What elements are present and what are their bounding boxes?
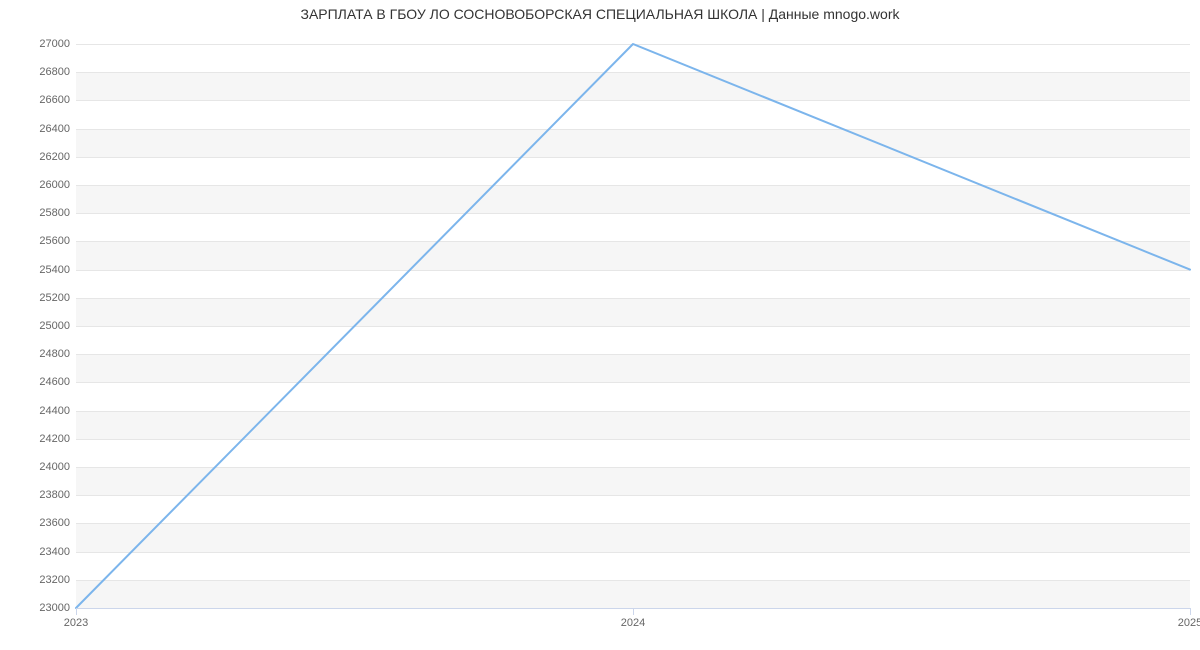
x-tick [633,608,634,615]
series-line [76,44,1190,608]
y-tick-label: 26400 [0,123,70,135]
x-tick-label: 2023 [64,617,88,629]
x-tick [76,608,77,615]
x-tick [1190,608,1191,615]
chart-title: ЗАРПЛАТА В ГБОУ ЛО СОСНОВОБОРСКАЯ СПЕЦИА… [0,6,1200,22]
y-tick-label: 24400 [0,405,70,417]
y-axis: 2300023200234002360023800240002420024400… [0,44,76,608]
y-tick-label: 25800 [0,207,70,219]
plot-area [76,44,1190,608]
y-tick-label: 23600 [0,517,70,529]
y-tick-label: 25000 [0,320,70,332]
y-tick-label: 24000 [0,461,70,473]
y-tick-label: 23200 [0,574,70,586]
y-tick-label: 24200 [0,433,70,445]
y-tick-label: 27000 [0,38,70,50]
y-tick-label: 23400 [0,546,70,558]
x-tick-label: 2024 [621,617,645,629]
y-tick-label: 24800 [0,348,70,360]
salary-line-chart: ЗАРПЛАТА В ГБОУ ЛО СОСНОВОБОРСКАЯ СПЕЦИА… [0,0,1200,650]
y-tick-label: 26800 [0,66,70,78]
y-tick-label: 25600 [0,235,70,247]
y-tick-label: 25200 [0,292,70,304]
x-tick-label: 2025 [1178,617,1200,629]
y-tick-label: 26200 [0,151,70,163]
y-tick-label: 23800 [0,489,70,501]
y-tick-label: 24600 [0,376,70,388]
y-tick-label: 25400 [0,264,70,276]
y-tick-label: 26600 [0,94,70,106]
y-tick-label: 26000 [0,179,70,191]
y-tick-label: 23000 [0,602,70,614]
x-axis: 202320242025 [76,608,1190,638]
